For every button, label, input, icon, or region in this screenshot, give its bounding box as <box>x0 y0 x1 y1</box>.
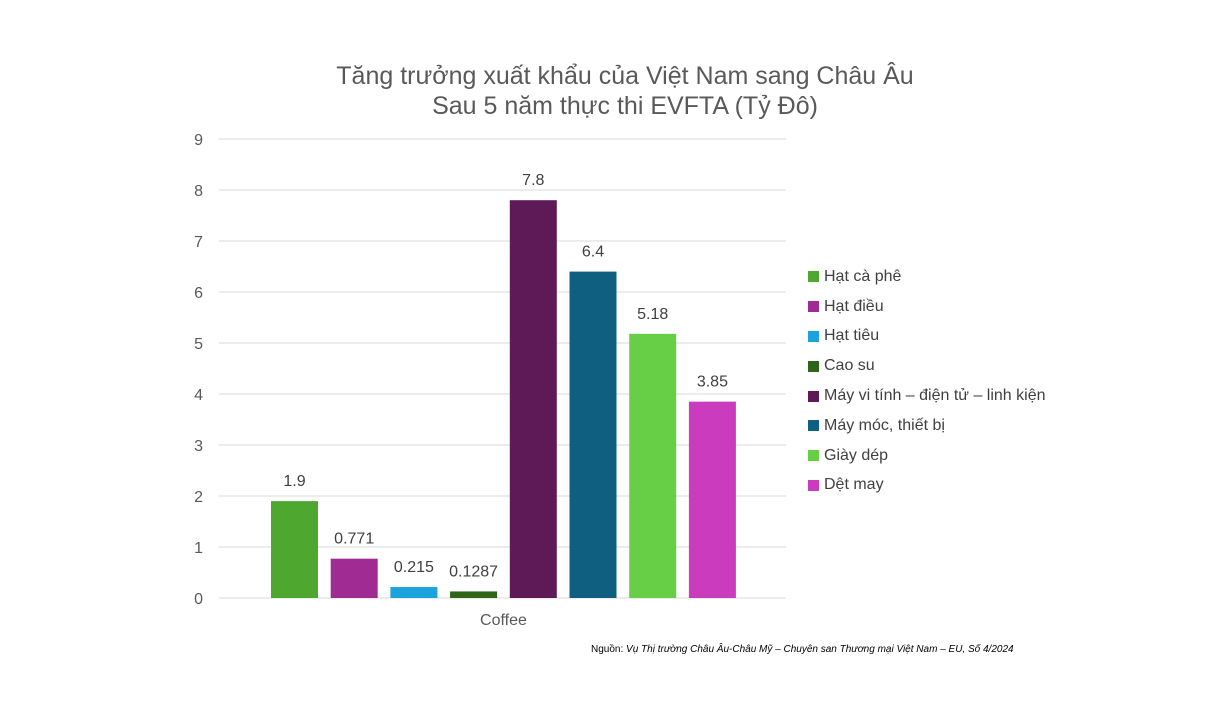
legend-swatch <box>808 450 819 462</box>
data-labels: 1.9 0.771 0.215 0.1287 7.8 6.4 5.18 3.85 <box>283 172 728 580</box>
legend-swatch <box>808 420 819 432</box>
data-label-3: 0.215 <box>394 559 434 576</box>
legend-swatch <box>808 301 819 313</box>
legend-swatch <box>808 271 819 283</box>
legend-item-7: Giày dép <box>808 441 1046 471</box>
legend-item-3: Hạt tiêu <box>808 322 1046 352</box>
data-label-5: 7.8 <box>522 172 544 189</box>
bar-8 <box>688 401 736 598</box>
legend-label: Cao su <box>824 357 875 375</box>
bar-2 <box>330 558 378 598</box>
y-tick-label: 8 <box>194 183 203 200</box>
y-tick-label: 7 <box>194 234 203 251</box>
data-label-6: 6.4 <box>582 244 604 261</box>
data-label-2: 0.771 <box>334 531 374 548</box>
bar-5 <box>509 200 557 598</box>
y-tick-label: 5 <box>194 336 203 353</box>
legend-item-5: Máy vi tính – điện tử – linh kiện <box>808 381 1046 411</box>
legend-item-1: Hạt cà phê <box>808 262 1046 292</box>
legend-item-4: Cao su <box>808 351 1046 381</box>
bar-4 <box>450 591 498 598</box>
bar-6 <box>569 271 617 598</box>
data-label-8: 3.85 <box>697 374 728 391</box>
x-tick-label: Coffee <box>480 612 527 629</box>
y-tick-label: 6 <box>194 285 203 302</box>
bar-7 <box>629 333 677 598</box>
legend-swatch <box>808 330 819 342</box>
source-label: Nguồn: <box>591 644 624 655</box>
legend-item-2: Hạt điều <box>808 292 1046 322</box>
y-tick-label: 1 <box>194 540 203 557</box>
legend-label: Hạt điều <box>824 297 884 315</box>
legend-swatch <box>808 390 819 402</box>
legend: Hạt cà phê Hạt điều Hạt tiêu Cao su Máy vi t… <box>808 262 1046 500</box>
chart-title-line-1: Tăng trưởng xuất khẩu của Việt Nam sang … <box>336 62 914 90</box>
legend-swatch <box>808 360 819 372</box>
legend-label: Dệt may <box>824 476 884 494</box>
y-tick-label: 9 <box>194 132 203 149</box>
legend-label: Hạt cà phê <box>824 267 902 285</box>
chart-title-line-2: Sau 5 năm thực thi EVFTA (Tỷ Đô) <box>432 92 818 120</box>
data-label-1: 1.9 <box>283 473 305 490</box>
legend-item-6: Máy móc, thiết bị <box>808 411 1046 441</box>
x-axis-ticks: Coffee <box>480 612 527 629</box>
source-text: Vụ Thị trường Châu Âu-Châu Mỹ – Chuyên s… <box>626 644 1014 655</box>
legend-label: Máy móc, thiết bị <box>824 416 945 434</box>
bars <box>271 200 736 598</box>
y-tick-label: 3 <box>194 438 203 455</box>
legend-item-8: Dệt may <box>808 471 1046 501</box>
y-tick-label: 0 <box>194 591 203 608</box>
source-note: Nguồn: Vụ Thị trường Châu Âu-Châu Mỹ – C… <box>591 644 1014 655</box>
legend-label: Máy vi tính – điện tử – linh kiện <box>824 387 1046 405</box>
legend-label: Hạt tiêu <box>824 327 880 345</box>
y-tick-label: 4 <box>194 387 203 404</box>
data-label-7: 5.18 <box>637 306 668 323</box>
y-tick-label: 2 <box>194 489 203 506</box>
bar-1 <box>271 501 318 598</box>
y-axis-ticks: 0 1 2 3 4 5 6 7 8 9 <box>194 132 203 608</box>
bar-3 <box>390 587 438 598</box>
legend-swatch <box>808 479 819 491</box>
data-label-4: 0.1287 <box>449 563 498 580</box>
legend-label: Giày dép <box>824 446 889 464</box>
